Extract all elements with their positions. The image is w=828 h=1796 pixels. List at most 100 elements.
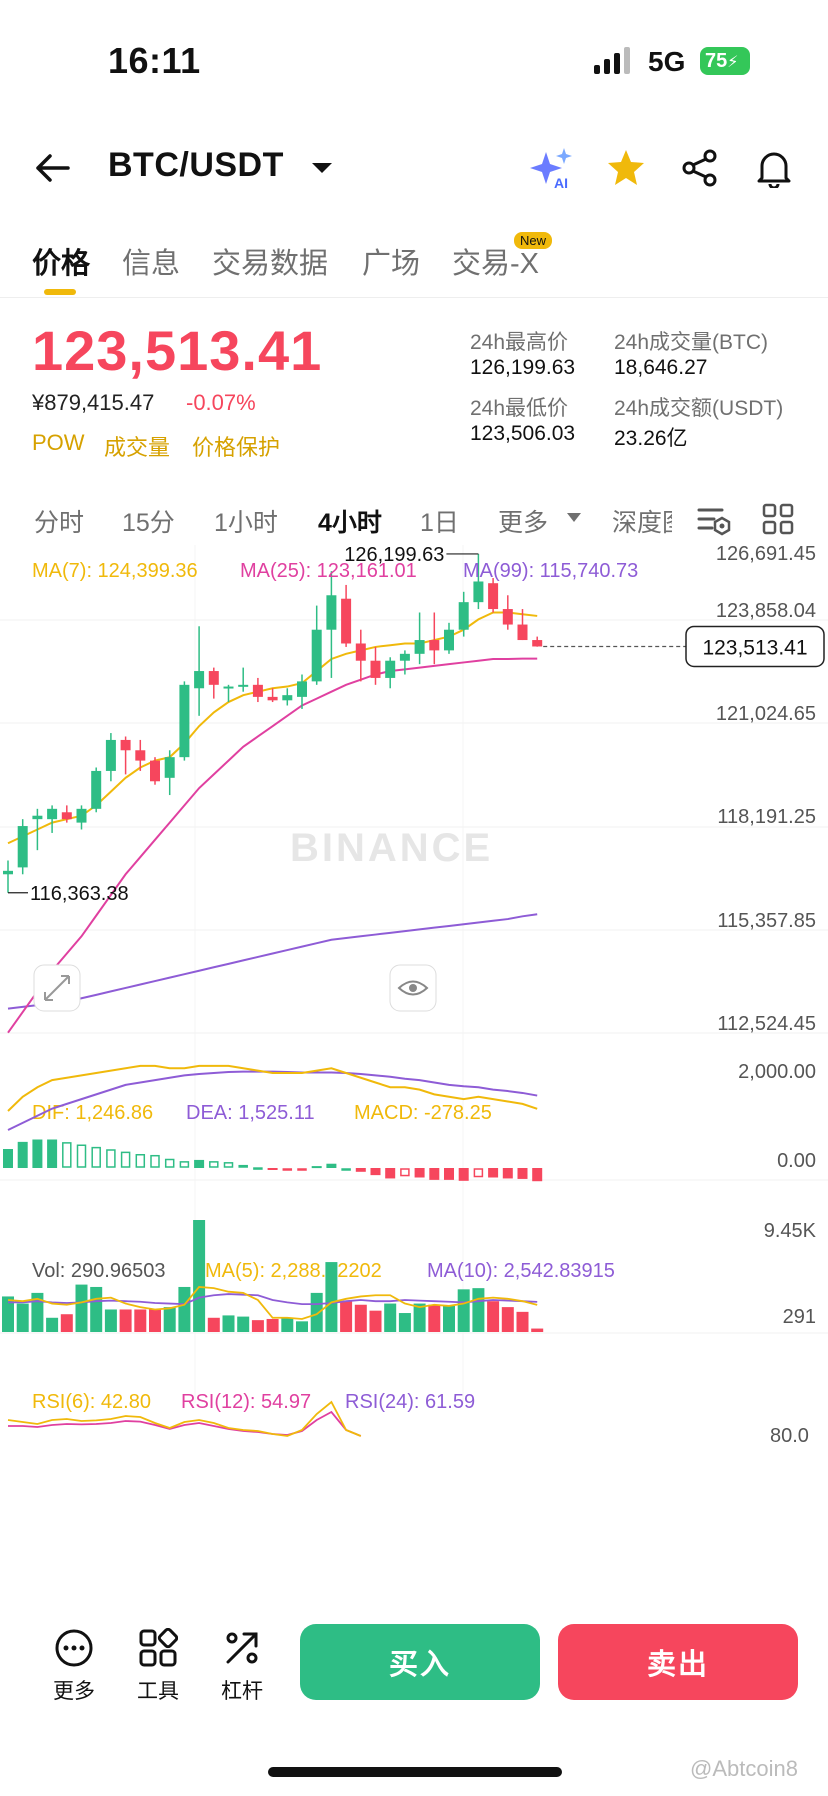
- margin-label[interactable]: 杠杆: [221, 1680, 263, 1703]
- tag-pow[interactable]: POW: [32, 430, 85, 455]
- margin-icon[interactable]: [212, 1628, 272, 1673]
- volume-bar: [428, 1304, 441, 1332]
- tag-volume[interactable]: 成交量: [104, 435, 171, 460]
- interval-15m[interactable]: 15分: [122, 509, 175, 537]
- tab-square[interactable]: 广场: [362, 248, 421, 280]
- legend-ma25: MA(25): 123,161.01: [240, 560, 417, 582]
- volume-bar: [119, 1309, 132, 1332]
- ma25-line: [7, 657, 538, 1034]
- interval-more[interactable]: 更多: [498, 509, 549, 537]
- candle-body: [517, 624, 528, 641]
- high-marker-label: 126,199.63: [344, 545, 444, 566]
- volume-bar: [31, 1292, 44, 1332]
- bell-icon[interactable]: [752, 146, 796, 190]
- buy-button[interactable]: 买入: [300, 1624, 540, 1700]
- star-icon[interactable]: [604, 146, 648, 190]
- legend-vol-ma10: MA(10): 2,542.83915: [427, 1260, 615, 1282]
- tab-trading-data[interactable]: 交易数据: [212, 248, 329, 280]
- price-tick: 123,858.04: [716, 600, 816, 622]
- price-axis: 126,691.45 123,858.04 121,024.65 118,191.25…: [716, 545, 816, 1035]
- low-marker-label: 116,363.38: [30, 883, 129, 905]
- dea-line: [7, 1070, 538, 1131]
- volume-panel: Vol: 290.96503 MA(5): 2,288.52202 MA(10)…: [2, 1220, 817, 1332]
- macd-bar: [32, 1139, 43, 1168]
- tag-price-protection[interactable]: 价格保护: [192, 435, 281, 460]
- macd-bar: [517, 1168, 528, 1179]
- back-arrow-icon[interactable]: [30, 146, 74, 190]
- eye-icon[interactable]: [389, 964, 437, 1012]
- candle-body: [17, 826, 28, 868]
- candles: [3, 553, 543, 893]
- interval-1d[interactable]: 1日: [420, 509, 459, 537]
- more-icon[interactable]: [44, 1628, 104, 1673]
- signal-icon: [594, 47, 630, 74]
- indicator-settings-icon[interactable]: [696, 502, 732, 536]
- more-dropdown-icon[interactable]: [566, 512, 582, 524]
- macd-bar: [135, 1154, 146, 1168]
- volume-bar: [516, 1311, 529, 1332]
- candle-body: [326, 595, 337, 630]
- macd-bar: [120, 1151, 131, 1168]
- macd-bar: [164, 1158, 175, 1168]
- volume-bar: [296, 1321, 308, 1332]
- macd-bar: [62, 1142, 72, 1168]
- legend-rsi6: RSI(6): 42.80: [32, 1391, 151, 1413]
- candle-body: [164, 757, 175, 778]
- volume-bar: [104, 1309, 117, 1332]
- volume-bar: [163, 1307, 176, 1332]
- price-chart[interactable]: BINANCE 126,691.45 123,858.04 121,024.65 11…: [0, 545, 828, 1600]
- candle-body: [532, 640, 543, 647]
- macd-bar: [223, 1162, 234, 1168]
- candle-body: [297, 681, 307, 697]
- sell-button[interactable]: 卖出: [558, 1624, 798, 1700]
- candle-body: [444, 629, 454, 651]
- svg-text:AI: AI: [554, 175, 568, 190]
- last-price-box: [685, 625, 825, 668]
- high-label: 24h最高价: [470, 331, 569, 354]
- credit-watermark: @Abtcoin8: [690, 1756, 798, 1781]
- dropdown-icon[interactable]: [300, 146, 344, 190]
- tab-price[interactable]: 价格: [32, 248, 91, 280]
- interval-depth[interactable]: 深度图: [612, 509, 672, 537]
- new-badge: New: [514, 232, 553, 249]
- more-label[interactable]: 更多: [53, 1680, 95, 1703]
- candle-body: [311, 629, 322, 682]
- tab-trade-x[interactable]: 交易-X: [452, 248, 540, 280]
- macd-bar: [3, 1149, 13, 1168]
- candle-body: [150, 760, 160, 782]
- ma-lines: [7, 611, 538, 1034]
- legend-ma7: MA(7): 124,399.36: [32, 560, 198, 582]
- interval-1h[interactable]: 1小时: [214, 509, 278, 537]
- tab-info[interactable]: 信息: [122, 248, 181, 280]
- macd-bar: [326, 1163, 337, 1168]
- candle-body: [414, 640, 425, 654]
- volume-tick: 291: [783, 1306, 816, 1328]
- volume-bar: [149, 1309, 161, 1332]
- volume-bar: [398, 1313, 411, 1332]
- network-type: 5G: [648, 46, 686, 77]
- volume-bar: [457, 1289, 470, 1332]
- price-tick: 118,191.25: [717, 806, 816, 828]
- interval-4h[interactable]: 4小时: [318, 509, 382, 537]
- rsi-panel: RSI(6): 42.80 RSI(12): 54.97 RSI(24): 61…: [7, 1391, 809, 1447]
- rsi12-line: [8, 1410, 362, 1437]
- volume-bar: [443, 1305, 455, 1332]
- macd-bar: [444, 1168, 454, 1180]
- ai-sparkle-icon[interactable]: AI: [530, 146, 574, 190]
- legend-rsi24: RSI(24): 61.59: [345, 1391, 475, 1413]
- legend-dea: DEA: 1,525.11: [186, 1102, 315, 1124]
- volume-bar: [281, 1317, 294, 1332]
- legend-vol: Vol: 290.96503: [32, 1260, 165, 1282]
- candle-body: [502, 609, 513, 625]
- macd-bar: [341, 1168, 351, 1171]
- pair-title[interactable]: BTC/USDT: [108, 146, 284, 184]
- tools-icon[interactable]: [128, 1627, 188, 1673]
- macd-bar: [91, 1146, 101, 1168]
- share-icon[interactable]: [678, 146, 722, 190]
- expand-icon[interactable]: [33, 964, 81, 1012]
- candle-body: [252, 684, 263, 697]
- interval-time[interactable]: 分时: [34, 509, 85, 537]
- tools-label[interactable]: 工具: [137, 1680, 179, 1703]
- legend-macd: MACD: -278.25: [354, 1102, 492, 1124]
- grid-layout-icon[interactable]: [762, 503, 794, 535]
